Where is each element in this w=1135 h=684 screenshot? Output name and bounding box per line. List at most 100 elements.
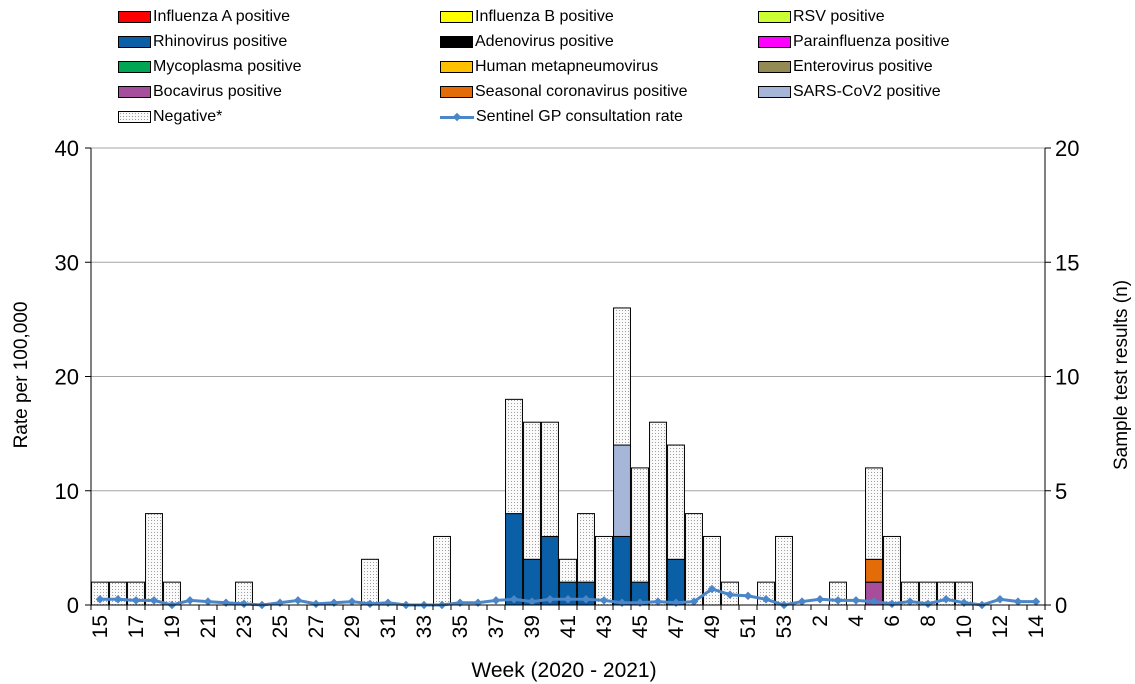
bar-segment [433,535,451,606]
legend-label: SARS-CoV2 positive [793,83,941,100]
line-point [941,595,951,604]
legend-item: Negative* [118,106,222,128]
line-point [221,598,231,607]
x-tick-label: 35 [449,615,472,638]
line-point [923,599,933,609]
legend-item: Human metapneumovirus [440,56,658,78]
legend-label: Rhinovirus positive [153,33,288,50]
x-tick-label: 23 [233,615,256,638]
bar-segment [577,513,595,583]
legend-swatch [758,11,791,23]
legend-label: Enterovirus positive [793,58,933,75]
x-tick-label: 10 [953,615,976,638]
x-tick-label: 37 [485,615,508,638]
legend-item: Sentinel GP consultation rate [440,106,683,128]
legend-item: RSV positive [758,6,885,28]
legend-item: SARS-CoV2 positive [758,81,941,103]
legend-item: Adenovirus positive [440,31,614,53]
bar-segment [883,535,901,606]
x-tick-label: 17 [125,615,148,638]
x-tick-label: 6 [881,615,904,627]
bar-segment [541,421,559,537]
line-point [653,597,663,606]
legend-label: Bocavirus positive [153,83,282,100]
legend-label: Mycoplasma positive [153,58,302,75]
x-tick-label: 41 [557,615,580,638]
x-tick-label: 27 [305,615,328,638]
legend-swatch [118,11,151,23]
legend-swatch [440,61,473,73]
legend-item: Seasonal coronavirus positive [440,81,688,103]
line-point [851,596,861,605]
line-point [581,595,591,604]
y-tick-label: 40 [55,136,79,161]
line-point [761,595,771,604]
bar-segment [613,535,631,606]
bar-segment [631,467,649,583]
x-tick-label: 4 [845,615,868,627]
line-point [545,595,555,604]
x-tick-label: 2 [809,615,832,627]
line-point [491,596,501,605]
legend-swatch [758,61,791,73]
x-tick-label: 29 [341,615,364,638]
line-point [887,599,897,609]
y-tick-label: 30 [55,250,79,275]
bar-segment [145,513,163,606]
x-tick-label: 8 [917,615,940,627]
bar-segment [649,421,667,606]
line-point [563,595,573,604]
x-tick-label: 47 [665,615,688,638]
line-point [509,595,519,604]
x-tick-label: 12 [989,615,1012,638]
legend-swatch [118,61,151,73]
x-tick-label: 15 [89,615,112,638]
y2-tick-label: 10 [1055,365,1079,390]
bar-segment [505,513,523,606]
bar-segment [613,444,631,537]
line-point [527,597,537,606]
bar-segment [523,421,541,560]
x-tick-label: 31 [377,615,400,638]
line-point [293,596,303,605]
line-point [473,598,483,607]
line-point [689,597,699,606]
line-point [347,597,357,606]
bar-segment [505,398,523,515]
legend-item: Bocavirus positive [118,81,282,103]
line-point [707,584,717,594]
x-tick-label: 39 [521,615,544,638]
legend-label: Human metapneumovirus [475,58,659,75]
line-point [185,596,195,605]
x-tick-label: 51 [737,615,760,638]
y2-tick-label: 0 [1055,593,1067,618]
bars-layer [91,307,973,606]
y2-tick-label: 15 [1055,250,1079,275]
line-point [329,598,339,607]
line-point [599,596,609,605]
legend-item: Enterovirus positive [758,56,933,78]
y2-tick-label: 20 [1055,136,1079,161]
y-tick-label: 20 [55,365,79,390]
bar-segment [865,467,883,560]
x-tick-label: 49 [701,615,724,638]
legend-swatch [758,36,791,48]
legend-label: RSV positive [793,8,885,25]
bar-segment [685,513,703,606]
x-tick-label: 25 [269,615,292,638]
line-point [995,595,1005,604]
line-point [905,597,915,606]
legend-item: Influenza A positive [118,6,290,28]
bar-segment [775,535,793,606]
line-point [815,595,825,604]
x-axis-label: Week (2020 - 2021) [471,659,656,682]
bar-segment [361,558,379,606]
bar-segment [559,558,577,583]
line-point [1013,597,1023,606]
legend-item: Parainfluenza positive [758,31,950,53]
legend-swatch [440,11,473,23]
legend-label: Influenza B positive [475,8,614,25]
legend-swatch [440,111,474,123]
line-point [725,590,735,599]
x-tick-label: 21 [197,615,220,638]
